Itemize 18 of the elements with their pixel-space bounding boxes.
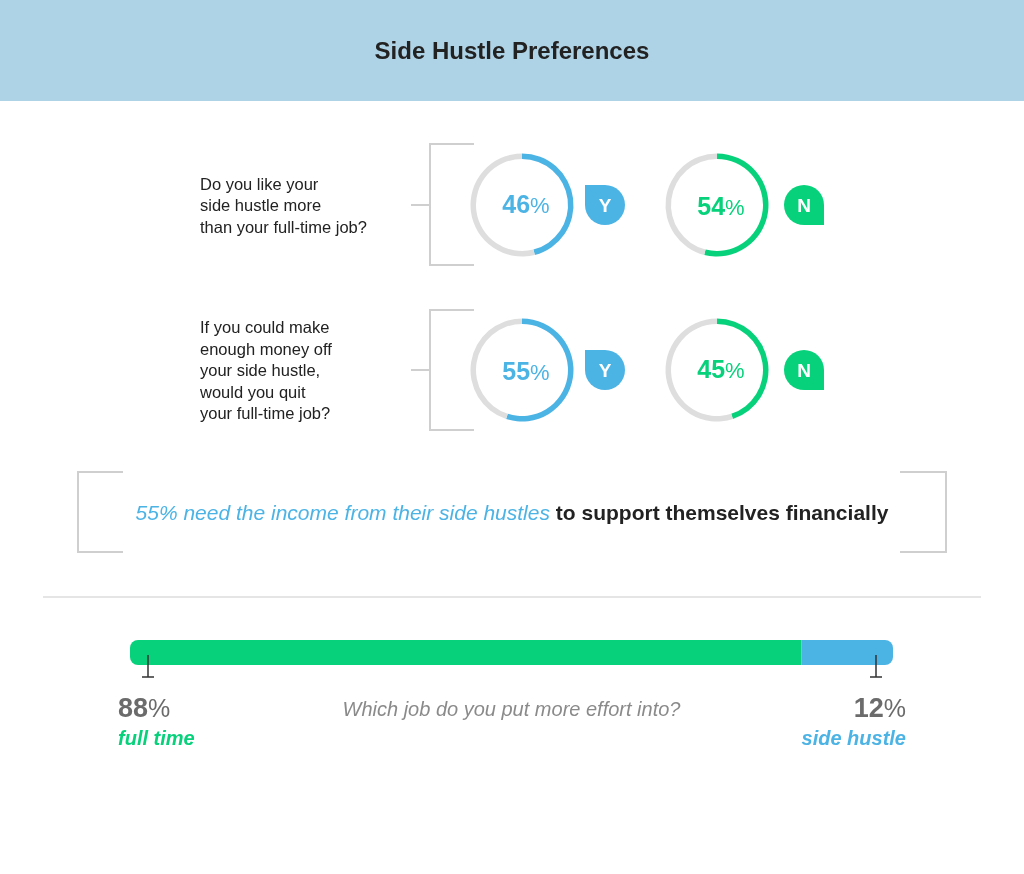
data-label: 46% [502, 190, 550, 219]
text: full time [118, 727, 195, 749]
data-label: 54% [697, 191, 745, 220]
x-axis-title: Which job do you put more effort into? [342, 698, 682, 720]
slice-label: Y [598, 195, 612, 216]
slice-label: Y [598, 360, 612, 381]
text: 55% need the income from their side hustles [135, 501, 551, 524]
slice-label: N [797, 195, 811, 216]
data-label: 88% [118, 693, 171, 723]
text: side hustle [801, 727, 906, 749]
data-label: 12% [853, 693, 906, 723]
slice-label: N [797, 360, 811, 381]
text: If you could make enough money off your side hustle, would you quit your full-time job? [199, 318, 333, 422]
text: Do you like your side hustle more than your full-time job? [200, 174, 367, 236]
text: to support themselves financially [549, 501, 889, 524]
data-label: 55% [502, 356, 550, 385]
data-label: 45% [697, 355, 745, 384]
text: Side Hustle Preferences [374, 36, 650, 64]
